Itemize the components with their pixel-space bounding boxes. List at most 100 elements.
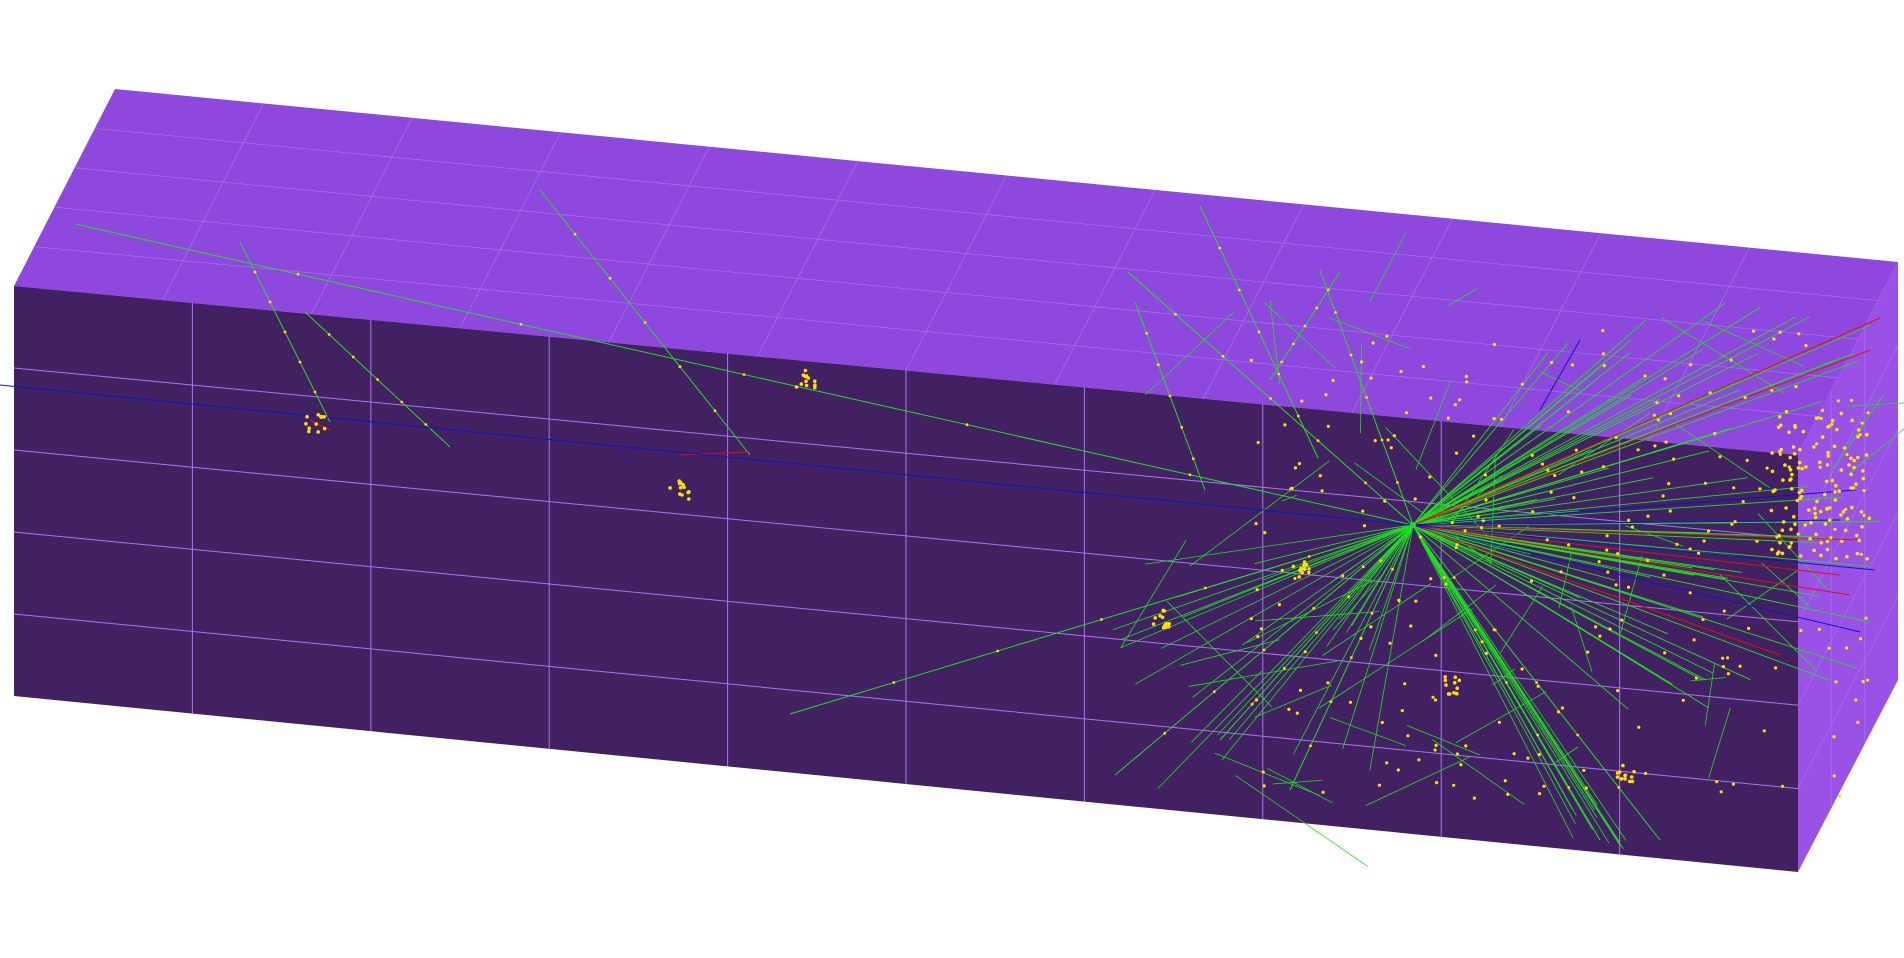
- hit-point: [1752, 329, 1756, 333]
- hit-point: [1854, 533, 1859, 538]
- hit-point: [1348, 700, 1353, 704]
- top-grid-line: [459, 132, 562, 329]
- hit-point: [1823, 492, 1827, 497]
- hit-point: [1775, 551, 1780, 556]
- hit-point: [1854, 698, 1858, 702]
- hit-point: [296, 272, 300, 276]
- hit-point: [1302, 560, 1307, 564]
- neutral-track: [1329, 524, 1414, 584]
- hit-point: [1824, 479, 1829, 484]
- neutral-track: [1412, 524, 1858, 669]
- neutral-track: [1293, 524, 1414, 755]
- hit-point: [1341, 574, 1345, 578]
- hit-point: [1520, 667, 1524, 671]
- hit-point: [1391, 567, 1394, 571]
- hit-point: [1406, 734, 1410, 738]
- hit-point: [1397, 599, 1401, 603]
- hit-point: [1765, 466, 1769, 470]
- hit-point: [1484, 498, 1488, 502]
- hit-point: [1800, 466, 1804, 471]
- neutral-track: [1157, 524, 1414, 789]
- hit-point: [1804, 343, 1808, 348]
- hit-point: [1663, 377, 1667, 381]
- hit-point: [305, 414, 309, 419]
- hit-point: [1859, 510, 1864, 514]
- neutral-track: [1412, 524, 1610, 844]
- hit-point: [1455, 686, 1459, 690]
- hit-point: [794, 385, 799, 389]
- hit-point: [1312, 606, 1316, 610]
- hit-point: [1300, 399, 1304, 403]
- hit-point: [1771, 489, 1775, 494]
- hit-point: [1452, 576, 1456, 579]
- hit-point: [1781, 478, 1785, 482]
- neutral-track: [1412, 524, 1695, 576]
- neutral-track: [1135, 524, 1414, 685]
- hit-point: [1617, 786, 1621, 789]
- neutral-track: [1412, 352, 1760, 526]
- side-grid-line: [1797, 345, 1899, 539]
- detector-front-grid: [13, 302, 1799, 855]
- hit-point: [1472, 434, 1476, 438]
- hit-point: [1799, 628, 1803, 633]
- hit-point: [1221, 354, 1225, 358]
- hit-point: [1309, 744, 1312, 748]
- hit-point: [1856, 428, 1861, 432]
- neutral-track: [1412, 524, 1616, 581]
- hit-point: [1297, 575, 1301, 579]
- hit-point: [1627, 518, 1631, 522]
- hit-point: [1681, 698, 1685, 702]
- hit-point: [1442, 576, 1446, 579]
- neutral-track: [1412, 524, 1593, 827]
- hit-point: [1576, 733, 1580, 737]
- neutral-track: [1412, 524, 1830, 681]
- hit-point: [1459, 763, 1463, 767]
- hit-point: [1692, 638, 1696, 642]
- neutral-track: [1571, 607, 1593, 673]
- hit-point: [1605, 534, 1609, 538]
- hit-point: [1380, 438, 1384, 442]
- hit-point: [1778, 449, 1782, 454]
- hit-point: [1643, 374, 1647, 378]
- hit-point: [892, 681, 896, 684]
- beam-track-group: [0, 339, 1876, 633]
- neutral-track: [1412, 524, 1627, 841]
- hit-point: [1293, 576, 1297, 581]
- neutral-track: [1180, 639, 1280, 666]
- hit-point: [1770, 451, 1774, 455]
- neutral-track: [1412, 524, 1707, 681]
- hit-point: [965, 423, 969, 427]
- hit-point: [1479, 526, 1484, 530]
- neutral-track: [1192, 524, 1414, 698]
- hit-point: [307, 426, 312, 431]
- hit-point: [1421, 365, 1425, 369]
- hit-point: [1667, 482, 1671, 486]
- neutral-track: [1847, 402, 1904, 407]
- hit-point: [1404, 411, 1409, 415]
- hit-point: [1291, 564, 1296, 569]
- hit-point: [1809, 521, 1813, 525]
- hit-point: [1845, 517, 1850, 521]
- hit-point: [1503, 779, 1507, 783]
- neutral-track: [1412, 384, 1591, 526]
- neutral-track: [1412, 427, 1732, 526]
- hit-point: [1434, 653, 1438, 658]
- hit-point: [668, 486, 672, 490]
- hit-point: [1414, 599, 1418, 603]
- hit-point: [1463, 529, 1467, 533]
- hit-point: [1315, 631, 1318, 634]
- hit-point: [1626, 585, 1631, 589]
- hit-point: [1269, 397, 1272, 400]
- neutral-track: [1412, 524, 1869, 567]
- neutral-track: [1757, 513, 1828, 590]
- hit-point: [1689, 363, 1693, 367]
- neutral-track: [1369, 524, 1414, 650]
- hit-point: [1823, 522, 1828, 526]
- hit-point: [1601, 465, 1606, 469]
- neutral-track: [1412, 477, 1748, 526]
- hit-point: [1361, 565, 1365, 569]
- hit-point: [1529, 579, 1534, 583]
- detector-top-face: [14, 89, 1898, 455]
